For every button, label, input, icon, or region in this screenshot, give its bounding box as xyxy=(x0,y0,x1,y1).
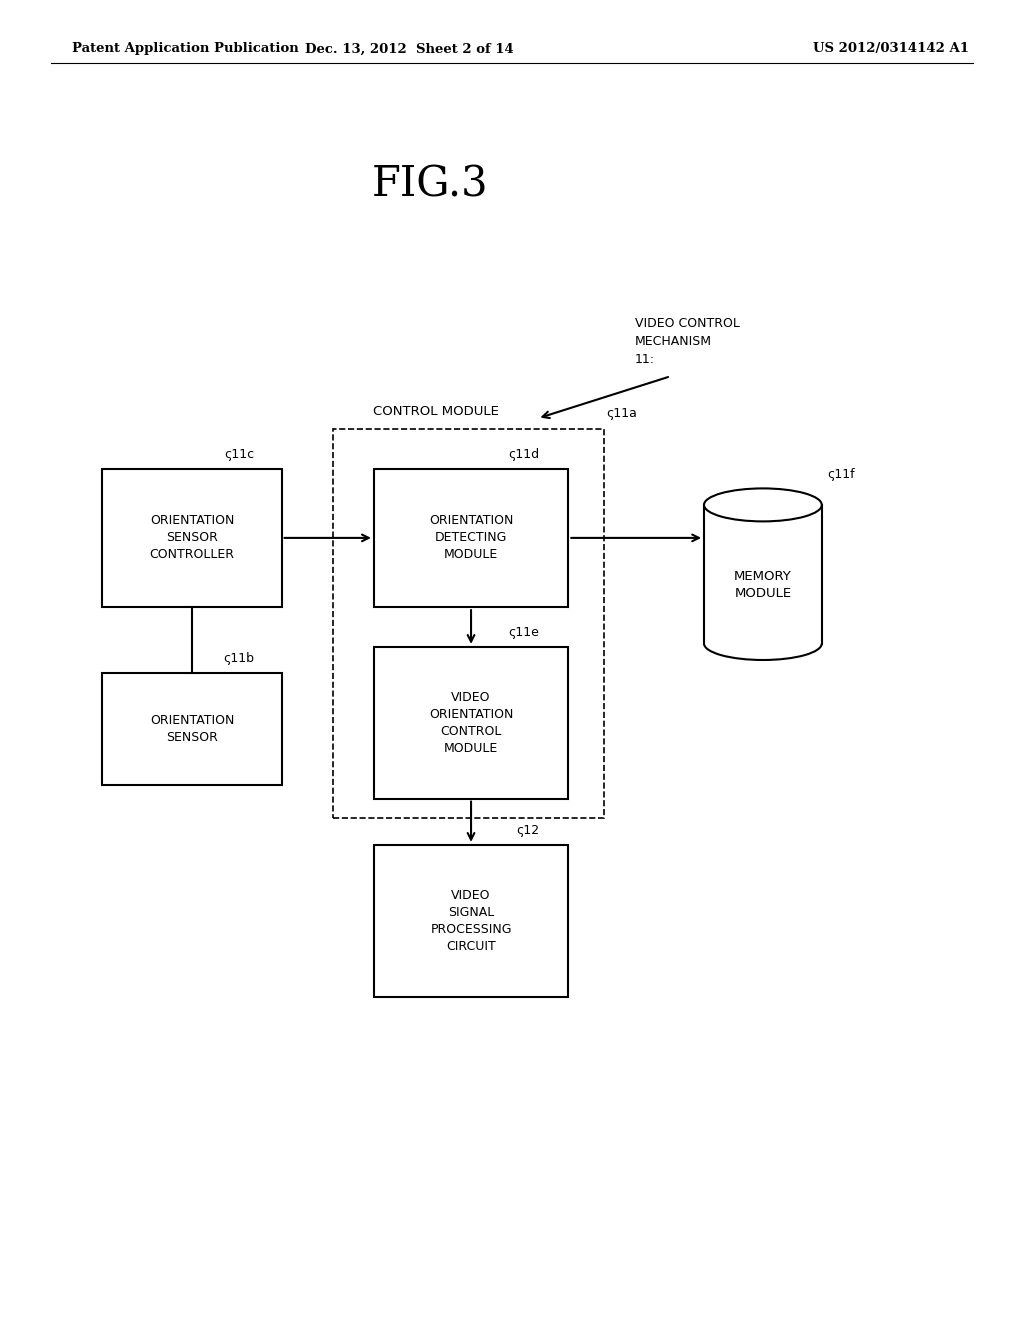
Text: ς11c: ς11c xyxy=(224,447,255,461)
Text: ς11a: ς11a xyxy=(606,407,637,420)
Text: VIDEO
SIGNAL
PROCESSING
CIRCUIT: VIDEO SIGNAL PROCESSING CIRCUIT xyxy=(430,888,512,953)
Text: ς11e: ς11e xyxy=(508,626,539,639)
Bar xyxy=(374,647,568,799)
Text: MEMORY
MODULE: MEMORY MODULE xyxy=(734,570,792,599)
Bar xyxy=(333,429,604,818)
Text: FIG.3: FIG.3 xyxy=(372,164,488,206)
Text: Dec. 13, 2012  Sheet 2 of 14: Dec. 13, 2012 Sheet 2 of 14 xyxy=(305,42,514,55)
Text: CONTROL MODULE: CONTROL MODULE xyxy=(373,405,499,418)
Text: ORIENTATION
SENSOR
CONTROLLER: ORIENTATION SENSOR CONTROLLER xyxy=(150,515,234,561)
Text: ς12: ς12 xyxy=(516,824,539,837)
Bar xyxy=(102,469,282,607)
Text: Patent Application Publication: Patent Application Publication xyxy=(72,42,298,55)
Text: US 2012/0314142 A1: US 2012/0314142 A1 xyxy=(813,42,969,55)
Text: ς11f: ς11f xyxy=(827,469,854,482)
Text: ORIENTATION
DETECTING
MODULE: ORIENTATION DETECTING MODULE xyxy=(429,515,513,561)
Text: ς11b: ς11b xyxy=(223,652,255,665)
Bar xyxy=(102,673,282,785)
Text: ORIENTATION
SENSOR: ORIENTATION SENSOR xyxy=(150,714,234,744)
Ellipse shape xyxy=(705,488,821,521)
Text: VIDEO
ORIENTATION
CONTROL
MODULE: VIDEO ORIENTATION CONTROL MODULE xyxy=(429,690,513,755)
Bar xyxy=(374,469,568,607)
Text: VIDEO CONTROL
MECHANISM
11:: VIDEO CONTROL MECHANISM 11: xyxy=(635,317,739,366)
Text: ς11d: ς11d xyxy=(508,447,539,461)
Bar xyxy=(705,506,821,644)
Bar xyxy=(374,845,568,997)
